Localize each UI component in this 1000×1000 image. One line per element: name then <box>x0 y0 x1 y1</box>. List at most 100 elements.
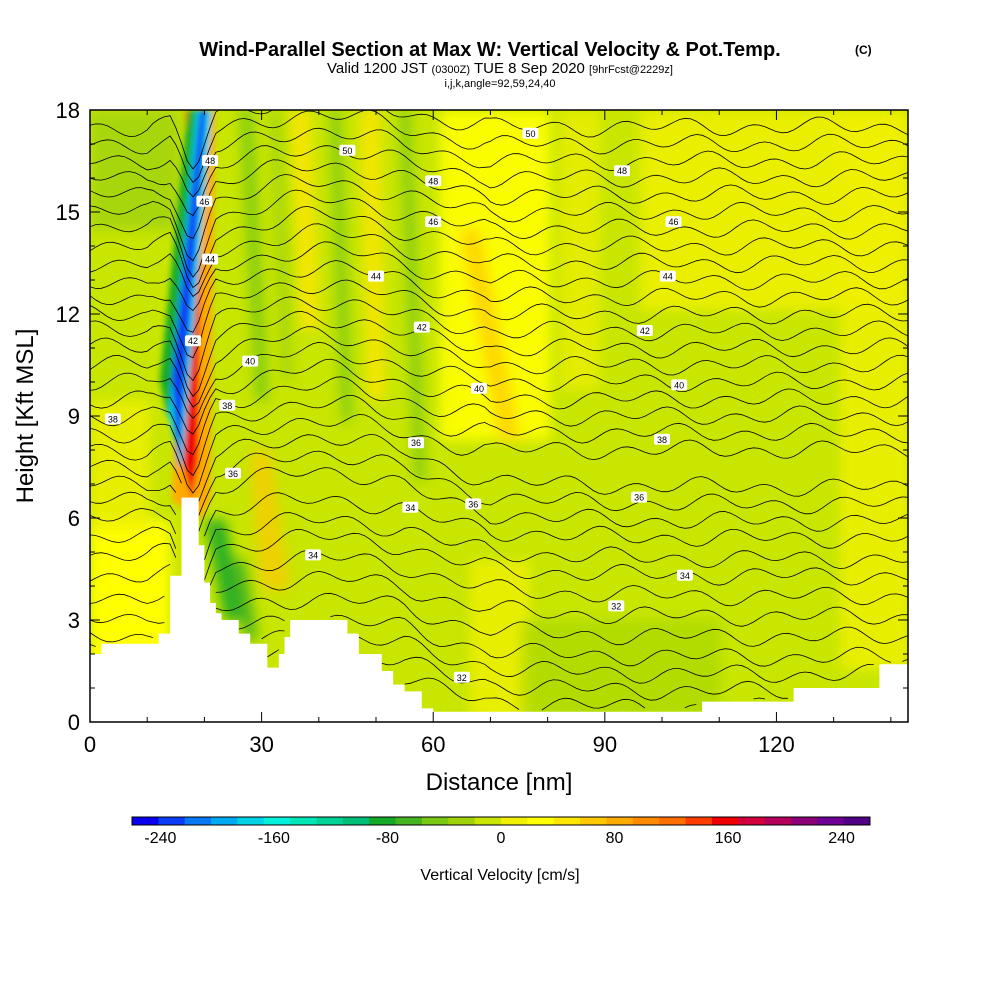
isentrope-label: 42 <box>636 325 653 336</box>
colorbar-swatch <box>632 817 660 825</box>
isentrope-label: 32 <box>608 600 625 612</box>
colorbar-swatch <box>369 817 397 825</box>
colorbar-swatch <box>527 817 555 825</box>
isentrope-label: 38 <box>219 399 236 411</box>
colorbar-swatch <box>606 817 634 825</box>
isentrope-label-text: 40 <box>674 380 684 390</box>
isentrope-label-text: 50 <box>342 146 352 156</box>
y-tick-label: 9 <box>68 404 80 429</box>
colorbar-swatch <box>501 817 528 825</box>
isentrope-label-text: 44 <box>663 272 673 282</box>
isentrope-line <box>90 189 908 278</box>
isentrope-label-text: 34 <box>680 571 690 581</box>
isentrope-label: 48 <box>425 175 442 187</box>
isentrope-line <box>90 110 908 170</box>
isentrope-label-text: 38 <box>222 401 232 411</box>
field-orange-low-plume <box>250 450 290 590</box>
isentrope-line <box>90 145 908 217</box>
isentrope-line <box>198 450 908 516</box>
colorbar-label: Vertical Velocity [cm/s] <box>420 867 579 884</box>
isentrope-line <box>90 223 908 297</box>
isentrope-line <box>90 613 165 624</box>
field-green-streak-2 <box>330 110 352 420</box>
isentrope-line <box>90 644 96 647</box>
isentrope-line <box>902 658 908 662</box>
colorbar-swatch <box>711 817 739 825</box>
isentrope-label-text: 48 <box>428 176 438 186</box>
isentrope-line <box>90 563 171 583</box>
isentrope-line <box>215 592 908 647</box>
isentrope-line <box>90 310 908 397</box>
field-green-streak-3 <box>400 110 425 480</box>
colorbar-swatch <box>237 817 265 825</box>
isentrope-label: 46 <box>665 216 682 228</box>
colorbar-swatch <box>448 817 476 825</box>
colorbar-swatch <box>263 817 291 825</box>
colorbar-tick-label: 240 <box>828 830 855 847</box>
isentrope-line <box>198 433 908 502</box>
colorbar: -240 -160 -80 0 80 160 240 <box>131 816 871 847</box>
isentrope-label-text: 48 <box>617 166 627 176</box>
isentrope-line <box>209 549 908 607</box>
isentrope-line <box>90 326 908 408</box>
isentrope-line <box>90 542 177 561</box>
isentrope-label: 44 <box>202 253 219 265</box>
field-yellow-band <box>560 110 600 390</box>
chart-subtitle: Valid 1200 JST (0300Z) TUE 8 Sep 2020 [9… <box>327 60 673 77</box>
isentrope-line <box>261 630 285 640</box>
isentrope-label: 38 <box>104 413 121 425</box>
isentrope-label: 46 <box>425 216 442 228</box>
isentrope-line <box>90 394 908 477</box>
isentrope-label-text: 32 <box>611 601 621 611</box>
isentrope-line <box>90 127 908 198</box>
isentrope-line <box>204 492 908 549</box>
colorbar-swatch <box>211 817 238 825</box>
colorbar-swatch <box>553 817 581 825</box>
isentrope-line <box>90 279 908 359</box>
isentrope-line <box>90 507 177 535</box>
isentrope-label: 46 <box>196 195 213 207</box>
colorbar-swatch <box>158 817 186 825</box>
isentrope-line <box>90 358 908 435</box>
isentrope-line <box>90 260 908 333</box>
colorbar-swatch <box>290 817 317 825</box>
terrain <box>90 497 908 722</box>
isentrope-line <box>90 491 177 516</box>
isentrope-line <box>238 615 285 630</box>
isentrope-label-text: 32 <box>457 673 467 683</box>
isentrope-label-text: 44 <box>205 255 215 265</box>
vertical-velocity-field: 50 50 48 48 48 46 46 46 44 44 44 42 42 42 40 40 40 38 38 38… <box>90 110 908 722</box>
isentrope-line <box>204 512 908 569</box>
x-tick-label: 60 <box>421 732 445 757</box>
isentrope-label: 34 <box>676 569 693 581</box>
isentrope-line <box>381 656 788 701</box>
field-green-low-left2 <box>232 560 258 640</box>
isentrope-label: 48 <box>202 155 219 166</box>
isentrope-label: 34 <box>402 501 419 513</box>
isentrope-label-text: 36 <box>411 438 421 448</box>
colorbar-swatch <box>817 817 845 825</box>
y-tick-label: 15 <box>56 200 80 225</box>
isentrope-line <box>90 341 908 419</box>
isentrope-labels: 50 50 48 48 48 46 46 46 44 44 44 42 42 42 40 40 40 38 38 38… <box>104 127 693 683</box>
isentrope-label-text: 36 <box>468 499 478 509</box>
isentrope-line <box>90 110 908 184</box>
isentrope-label: 36 <box>225 467 242 479</box>
colorbar-tick-label: -160 <box>258 830 290 847</box>
isentrope-line <box>90 593 165 604</box>
isentrope-label: 50 <box>339 144 356 156</box>
chart-title: Wind-Parallel Section at Max W: Vertical… <box>199 39 780 61</box>
colorbar-swatch <box>685 817 713 825</box>
isentrope-label-text: 44 <box>371 272 381 282</box>
colorbar-swatch <box>316 817 344 825</box>
isentrope-line <box>330 614 891 667</box>
colorbar-swatch <box>580 817 607 825</box>
y-tick-label: 18 <box>56 98 80 123</box>
isentrope-line <box>684 704 697 709</box>
colorbar-swatch <box>421 817 449 825</box>
isentrope-label: 44 <box>659 270 676 282</box>
isentrope-line <box>267 649 280 658</box>
y-tick-label: 12 <box>56 302 80 327</box>
x-axis-label: Distance [nm] <box>426 769 573 796</box>
